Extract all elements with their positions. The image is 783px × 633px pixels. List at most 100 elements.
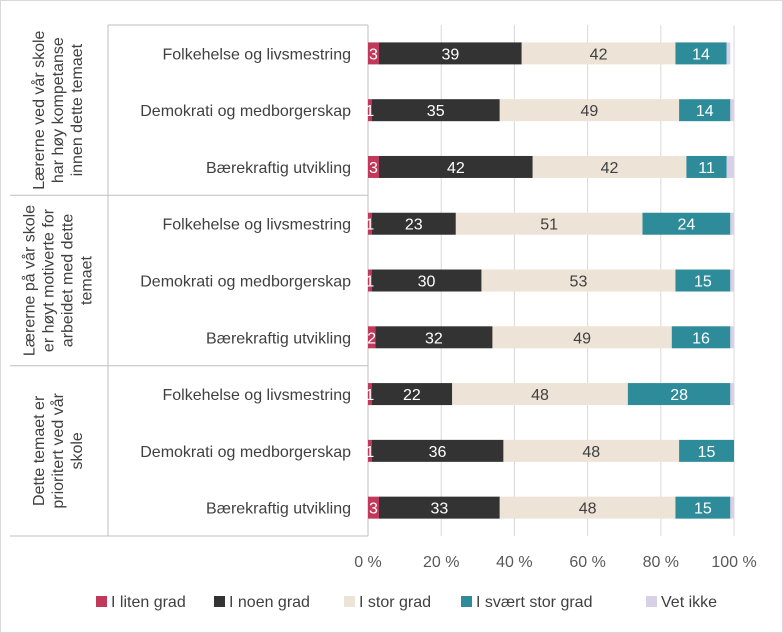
- group-label-line: Dette temaet er: [31, 395, 48, 506]
- data-label: 3: [369, 46, 378, 63]
- data-label: 42: [447, 160, 465, 177]
- legend-label: I noen grad: [229, 594, 310, 611]
- labels: 0 % 20 % 40 % 60 % 80 % 100 % Lærerne ved vår …: [21, 30, 757, 571]
- group-label: Lærerne ved vår skole har høy kompetanse i…: [30, 30, 86, 189]
- legend: I liten grad I noen grad I stor grad I svær…: [96, 594, 717, 611]
- bar-segment-i-stor-grad: [499, 99, 680, 122]
- data-label: 22: [403, 387, 421, 404]
- x-tick-label: 60 %: [569, 554, 605, 571]
- category-label: Demokrati og medborgerskap: [140, 444, 351, 461]
- group-label-line: er høyt motiverte for: [41, 208, 58, 352]
- bar-segment-i-sv-rt-stor-grad: [642, 212, 731, 235]
- legend-swatch: [461, 596, 472, 607]
- data-label: 15: [694, 274, 712, 291]
- data-label: 1: [365, 103, 374, 120]
- bar-segment-i-liten-grad: [368, 99, 372, 122]
- bar-segment-i-liten-grad: [368, 212, 372, 235]
- data-label: 49: [573, 330, 591, 347]
- bar-segment-i-noen-grad: [371, 99, 500, 122]
- bar-segment-i-noen-grad: [378, 155, 533, 178]
- legend-label: I liten grad: [111, 594, 186, 611]
- x-tick-label: 80 %: [643, 554, 679, 571]
- data-label: 11: [698, 160, 715, 177]
- bar-segment-i-noen-grad: [371, 212, 456, 235]
- group-label-line: innen dette temaet: [69, 43, 86, 176]
- bar-segment-vet-ikke: [730, 212, 734, 235]
- bar-segment-i-liten-grad: [368, 326, 376, 349]
- bar-segment-i-stor-grad: [492, 326, 672, 349]
- bar-segment-i-liten-grad: [368, 269, 372, 292]
- data-label: 48: [579, 501, 597, 518]
- bar-segment-vet-ikke: [730, 269, 734, 292]
- bar-segment-i-sv-rt-stor-grad: [686, 155, 727, 178]
- data-label: 16: [692, 330, 710, 347]
- bar-segment-i-sv-rt-stor-grad: [675, 269, 731, 292]
- category-label: Folkehelse og livsmestring: [162, 387, 351, 404]
- data-label: 48: [582, 444, 600, 461]
- category-label: Bærekraftig utvikling: [206, 160, 351, 177]
- group-label: Lærerne på vår skole er høyt motiverte fo…: [21, 205, 96, 356]
- bar-segment-vet-ikke: [726, 42, 731, 65]
- data-label: 30: [418, 274, 436, 291]
- bar-segment-vet-ikke: [730, 383, 734, 406]
- data-label: 15: [698, 444, 716, 461]
- bar-segment-i-stor-grad: [532, 155, 687, 178]
- bar-segment-i-sv-rt-stor-grad: [679, 439, 734, 462]
- data-label: 1: [365, 387, 374, 404]
- bar-segment-i-stor-grad: [455, 212, 643, 235]
- bar-segment-i-stor-grad: [481, 269, 676, 292]
- bar-segment-i-stor-grad: [452, 383, 628, 406]
- data-label: 35: [427, 103, 445, 120]
- category-label: Bærekraftig utvikling: [206, 501, 351, 518]
- data-label: 2: [367, 330, 376, 347]
- data-label: 42: [601, 160, 619, 177]
- data-label: 24: [678, 217, 696, 234]
- data-label: 42: [590, 46, 608, 63]
- category-label: Bærekraftig utvikling: [206, 330, 351, 347]
- group-label-line: Lærerne ved vår skole: [30, 30, 48, 189]
- bar-segment-i-liten-grad: [368, 383, 372, 406]
- data-label: 48: [531, 387, 549, 404]
- bar-segment-i-sv-rt-stor-grad: [627, 383, 731, 406]
- data-label: 1: [365, 274, 374, 291]
- bar-segment-i-sv-rt-stor-grad: [679, 99, 731, 122]
- legend-swatch: [646, 596, 657, 607]
- bar-segment-i-liten-grad: [368, 496, 379, 519]
- legend-swatch: [344, 596, 355, 607]
- data-label: 49: [581, 103, 599, 120]
- data-label: 23: [405, 217, 423, 234]
- x-tick-label: 20 %: [423, 554, 459, 571]
- x-tick-label: 0 %: [354, 554, 382, 571]
- data-label: 15: [694, 501, 712, 518]
- group-label-line: temaet: [79, 255, 96, 304]
- group-label: Dette temaet er prioritert ved vår skole: [31, 392, 86, 508]
- category-label: Folkehelse og livsmestring: [162, 217, 351, 234]
- category-label: Folkehelse og livsmestring: [162, 46, 351, 63]
- data-label: 39: [441, 46, 459, 63]
- legend-swatch: [214, 596, 225, 607]
- bar-segment-i-liten-grad: [368, 439, 372, 462]
- bar-segment-i-sv-rt-stor-grad: [675, 496, 731, 519]
- legend-swatch: [96, 596, 107, 607]
- group-label-line: Lærerne på vår skole: [21, 205, 39, 356]
- bar-segment-vet-ikke: [726, 155, 734, 178]
- data-label: 32: [425, 330, 443, 347]
- bar-segment-i-liten-grad: [368, 42, 379, 65]
- bar-segment-i-noen-grad: [375, 326, 493, 349]
- data-label: 28: [670, 387, 688, 404]
- legend-label: Vet ikke: [661, 594, 717, 611]
- bar-segment-i-stor-grad: [503, 439, 680, 462]
- data-label: 53: [570, 274, 588, 291]
- data-label: 3: [369, 160, 378, 177]
- bar-segment-i-noen-grad: [378, 42, 522, 65]
- group-label-line: har høy kompetanse: [50, 37, 67, 183]
- bar-segment-vet-ikke: [730, 99, 734, 122]
- x-tick-label: 40 %: [496, 554, 532, 571]
- data-label: 36: [429, 444, 447, 461]
- bar-segment-i-sv-rt-stor-grad: [671, 326, 731, 349]
- legend-label: I svært stor grad: [476, 594, 592, 611]
- group-label-line: skole: [69, 432, 86, 469]
- category-label: Demokrati og medborgerskap: [140, 274, 351, 291]
- bar-segment-i-stor-grad: [499, 496, 676, 519]
- data-label: 51: [540, 217, 558, 234]
